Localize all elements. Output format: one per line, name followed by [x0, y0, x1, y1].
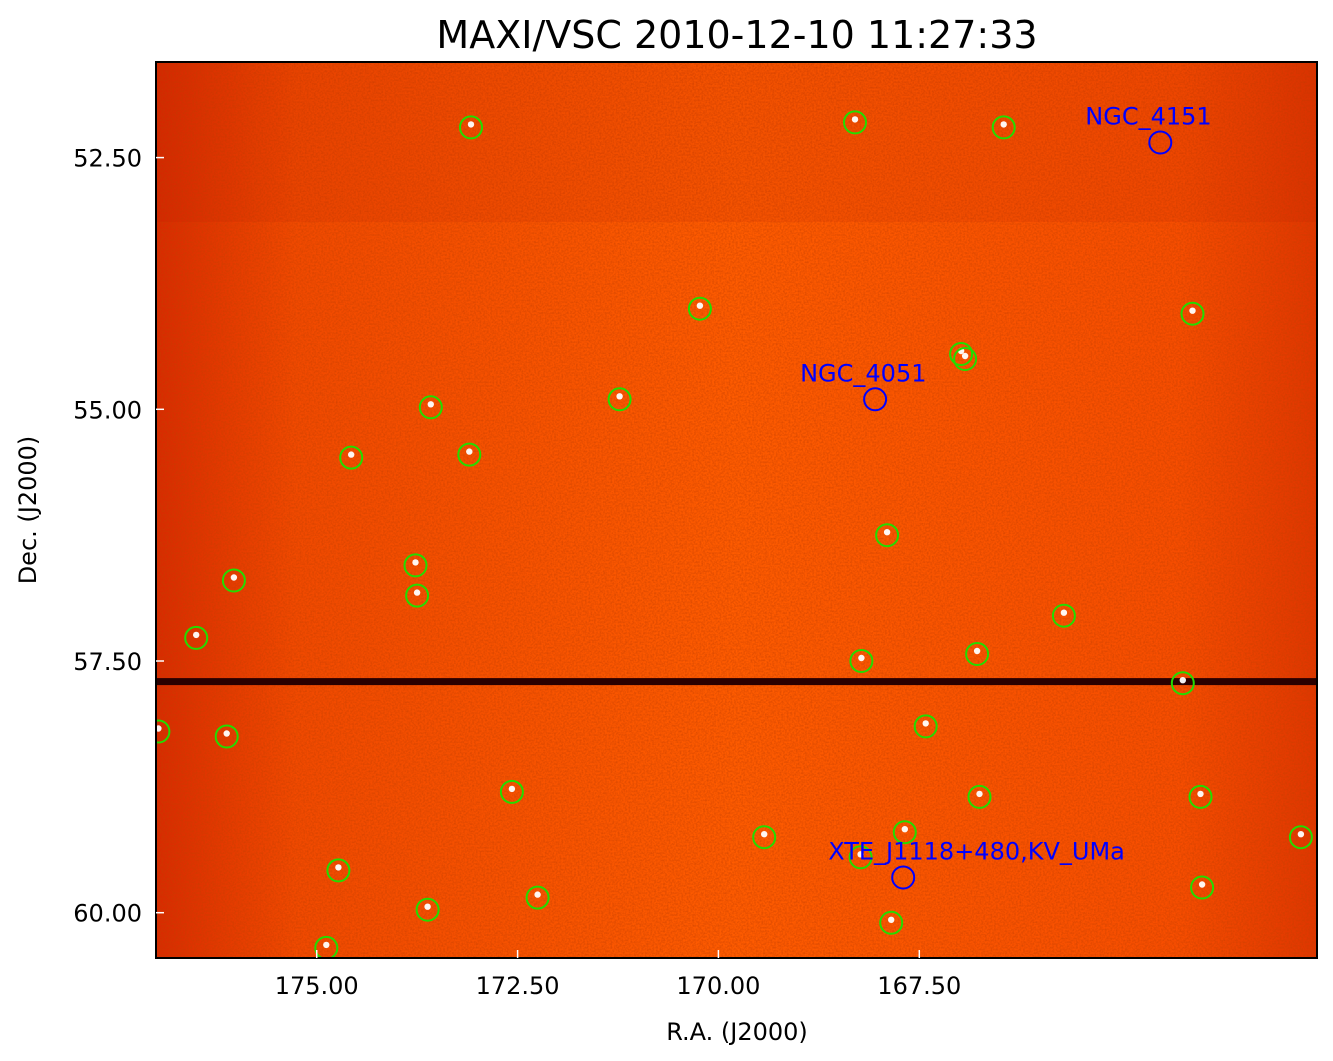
- source-spot: [922, 720, 929, 727]
- source-spot: [467, 121, 475, 128]
- catalog-source-label: XTE_J1118+480,KV_UMa: [828, 838, 1125, 866]
- source-spot: [1000, 121, 1007, 128]
- catalog-sources: NGC_4151 NGC_4051 XTE_J1118+480,KV_UMa: [800, 103, 1212, 890]
- source-spot: [961, 352, 969, 360]
- source-spot: [230, 574, 238, 581]
- source-spot: [696, 302, 704, 309]
- detected-source-circle: [1190, 875, 1215, 900]
- source-spot: [1060, 609, 1068, 616]
- detected-source-circle: [913, 714, 938, 739]
- y-tick-label: 60.00: [73, 900, 142, 928]
- y-tick-label: 52.50: [73, 145, 142, 173]
- detected-source-circle: [314, 935, 339, 958]
- source-spot: [412, 559, 419, 566]
- catalog-source-circle: [863, 387, 888, 412]
- y-tick-label: 55.00: [73, 396, 142, 424]
- detected-source-circle: [949, 342, 974, 366]
- detected-sources: [156, 110, 1313, 958]
- source-spot: [223, 730, 230, 737]
- detected-source-circle: [953, 347, 978, 371]
- detected-source-circle: [499, 779, 524, 804]
- detected-source-circle: [875, 523, 900, 548]
- source-spot: [508, 785, 516, 793]
- sky-image-top-fade: [156, 62, 1317, 222]
- detected-source-circle: [1170, 671, 1195, 696]
- x-tick-label: 175.00: [275, 972, 359, 1000]
- dark-stripe: [156, 678, 1317, 686]
- catalog-source-circle: [891, 865, 916, 890]
- source-spot: [1189, 307, 1196, 314]
- x-axis: 175.00 172.50 170.00 167.50: [275, 950, 961, 1000]
- source-spot: [193, 631, 200, 639]
- detected-source-circle: [418, 395, 443, 420]
- detected-source-circle: [156, 719, 171, 744]
- source-spot: [413, 589, 421, 596]
- x-axis-label: R.A. (J2000): [666, 1018, 808, 1046]
- detected-source-circle: [1188, 784, 1213, 809]
- plot-area: NGC_4151 NGC_4051 XTE_J1118+480,KV_UMa: [156, 62, 1317, 958]
- catalog-source-label: NGC_4151: [1085, 103, 1211, 131]
- x-tick-label: 170.00: [676, 972, 760, 1000]
- detected-source-circle: [879, 910, 904, 935]
- catalog-source-label: NGC_4051: [800, 359, 926, 387]
- source-spot: [335, 864, 342, 871]
- source-spot: [534, 891, 541, 898]
- chart-title: MAXI/VSC 2010-12-10 11:27:33: [436, 13, 1037, 57]
- detected-source-circle: [849, 649, 874, 673]
- detected-source-circle: [848, 845, 873, 870]
- source-spot: [976, 790, 983, 798]
- source-spot: [1198, 881, 1206, 888]
- detected-source-circle: [607, 387, 632, 412]
- source-spot: [348, 451, 355, 458]
- source-spot: [1297, 831, 1305, 838]
- source-spot: [424, 903, 431, 910]
- detected-source-circle: [221, 568, 246, 593]
- source-spot: [901, 826, 908, 833]
- detected-source-circle: [1288, 825, 1313, 850]
- detected-source-circle: [1180, 301, 1205, 326]
- detected-source-circle: [459, 115, 483, 140]
- bright-spots: [156, 116, 1305, 949]
- y-axis: 52.50 55.00 57.50 60.00: [73, 145, 164, 928]
- detected-source-circle: [991, 115, 1016, 140]
- x-tick-label: 172.50: [476, 972, 560, 1000]
- detected-source-circle: [214, 724, 239, 749]
- detected-source-circle: [752, 825, 777, 850]
- source-spot: [616, 393, 623, 400]
- y-axis-label: Dec. (J2000): [14, 436, 42, 585]
- detected-source-circle: [965, 642, 990, 666]
- source-spot: [1179, 677, 1187, 684]
- detected-source-circle: [967, 784, 992, 809]
- source-spot: [1197, 790, 1204, 798]
- detected-source-circle: [405, 583, 430, 608]
- detected-source-circle: [326, 858, 351, 883]
- source-spot: [761, 831, 768, 838]
- detected-source-circle: [339, 445, 364, 470]
- source-spot: [857, 851, 864, 858]
- source-spot: [851, 116, 859, 123]
- x-tick-label: 167.50: [877, 972, 961, 1000]
- detected-source-circle: [415, 897, 440, 922]
- catalog-source-circle: [1148, 130, 1173, 155]
- source-spot: [156, 725, 162, 732]
- detected-source-circle: [843, 110, 867, 135]
- detected-source-circle: [184, 625, 209, 650]
- source-spot: [883, 529, 891, 536]
- detected-source-circle: [1051, 603, 1076, 628]
- source-spot: [427, 401, 434, 408]
- detected-source-circle: [687, 296, 712, 321]
- plot-frame: [155, 61, 1318, 959]
- source-spot: [323, 941, 330, 949]
- detected-source-circle: [457, 442, 482, 467]
- detected-source-circle: [892, 820, 917, 845]
- y-tick-label: 57.50: [73, 648, 142, 676]
- detected-source-circle: [525, 885, 550, 910]
- source-spot: [466, 448, 473, 455]
- source-spot: [888, 916, 895, 923]
- source-spot: [858, 654, 865, 662]
- sky-image-noise: [156, 62, 1317, 958]
- detected-source-circle: [403, 553, 428, 578]
- source-spot: [973, 647, 981, 655]
